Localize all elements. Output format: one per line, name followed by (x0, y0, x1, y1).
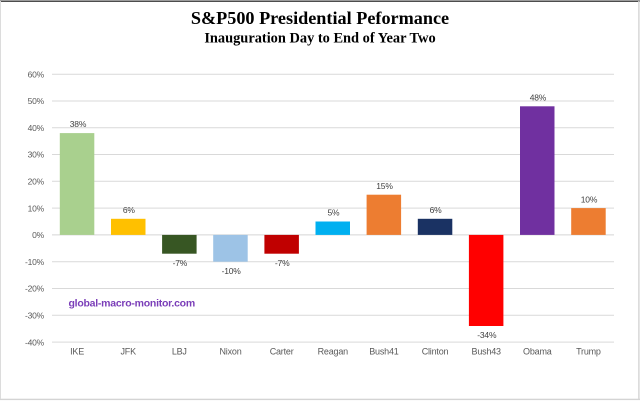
svg-text:5%: 5% (327, 208, 340, 218)
svg-text:0%: 0% (32, 230, 45, 240)
svg-text:Obama: Obama (523, 347, 552, 357)
svg-text:38%: 38% (70, 119, 87, 129)
svg-text:-7%: -7% (173, 258, 188, 268)
svg-text:-30%: -30% (25, 311, 45, 321)
svg-text:JFK: JFK (120, 347, 136, 357)
svg-text:50%: 50% (28, 96, 45, 106)
svg-text:40%: 40% (28, 123, 45, 133)
svg-text:-7%: -7% (275, 258, 290, 268)
svg-text:6%: 6% (430, 205, 443, 215)
svg-text:global-macro-monitor.com: global-macro-monitor.com (69, 298, 195, 310)
svg-text:LBJ: LBJ (172, 347, 187, 357)
svg-text:IKE: IKE (70, 347, 84, 357)
svg-text:Inauguration Day to End of Yea: Inauguration Day to End of Year Two (204, 30, 435, 46)
svg-text:Clinton: Clinton (422, 347, 449, 357)
svg-text:-40%: -40% (25, 337, 45, 347)
svg-text:Bush43: Bush43 (472, 347, 502, 357)
svg-text:48%: 48% (530, 93, 547, 103)
svg-text:Carter: Carter (270, 347, 294, 357)
svg-text:10%: 10% (28, 203, 45, 213)
svg-text:Nixon: Nixon (219, 347, 241, 357)
svg-text:30%: 30% (28, 150, 45, 160)
svg-text:-10%: -10% (222, 266, 242, 276)
svg-text:60%: 60% (28, 69, 45, 79)
svg-text:6%: 6% (123, 205, 136, 215)
svg-text:-10%: -10% (25, 257, 45, 267)
svg-text:-34%: -34% (477, 330, 497, 340)
svg-text:15%: 15% (376, 181, 393, 191)
svg-text:Bush41: Bush41 (369, 347, 399, 357)
svg-text:Trump: Trump (576, 347, 601, 357)
svg-text:20%: 20% (28, 177, 45, 187)
svg-text:10%: 10% (581, 194, 598, 204)
svg-text:-20%: -20% (25, 284, 45, 294)
svg-text:S&P500 Presidential Peformance: S&P500 Presidential Peformance (191, 8, 449, 28)
svg-text:Reagan: Reagan (318, 347, 349, 357)
